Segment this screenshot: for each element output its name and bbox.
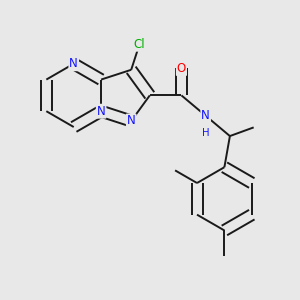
Text: N: N bbox=[97, 105, 106, 118]
Text: N: N bbox=[127, 115, 136, 128]
Text: N: N bbox=[69, 57, 78, 70]
Text: N: N bbox=[201, 109, 210, 122]
Text: O: O bbox=[177, 62, 186, 75]
Text: H: H bbox=[202, 128, 209, 138]
Text: Cl: Cl bbox=[134, 38, 145, 51]
